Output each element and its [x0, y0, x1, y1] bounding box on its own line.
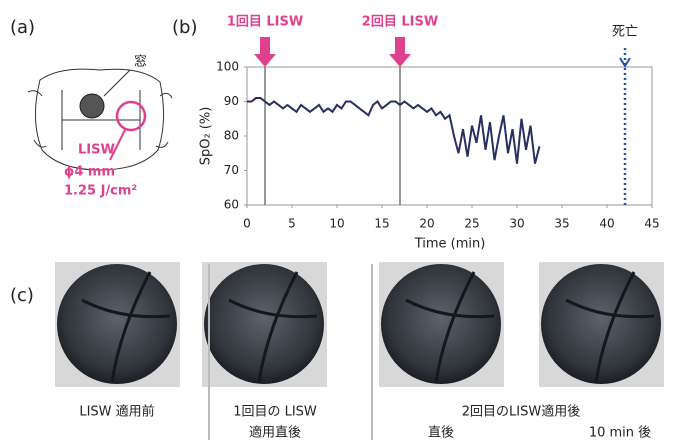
- event-label: 死亡: [612, 25, 638, 40]
- figure: (a) (b) (c) 窓 LISW ϕ4 mm 1.25 J/cm² Time…: [0, 0, 675, 442]
- x-tick-label: 15: [374, 217, 389, 231]
- x-tick-label: 45: [644, 217, 659, 231]
- window-label: 窓: [134, 54, 147, 70]
- photo-caption: 10 min 後: [589, 426, 651, 441]
- x-tick-label: 5: [288, 217, 296, 231]
- y-tick-label: 90: [224, 94, 239, 108]
- y-tick-label: 60: [224, 198, 239, 212]
- x-tick-label: 20: [419, 217, 434, 231]
- event-arrow: [254, 37, 276, 67]
- x-tick-label: 35: [554, 217, 569, 231]
- panel-label: (c): [10, 285, 34, 306]
- photo-caption: 直後: [428, 426, 454, 441]
- panel-label: (a): [10, 17, 35, 38]
- panel-label: (b): [172, 17, 197, 38]
- plot-frame: [247, 67, 652, 205]
- diameter-label: ϕ4 mm: [64, 165, 115, 180]
- photo-caption: 適用直後: [249, 425, 301, 441]
- x-tick-label: 0: [243, 217, 251, 231]
- y-axis-label: SpO₂ (%): [199, 107, 214, 166]
- y-tick-label: 100: [216, 60, 239, 74]
- photo-caption: 2回目のLISW適用後: [462, 404, 580, 420]
- photo-caption: LISW 適用前: [79, 404, 154, 420]
- event-label: 2回目 LISW: [362, 15, 438, 30]
- x-tick-label: 40: [599, 217, 614, 231]
- event-label: 1回目 LISW: [227, 15, 303, 30]
- x-axis-label: Time (min): [414, 237, 486, 252]
- lisw-label: LISW: [78, 143, 115, 158]
- x-tick-label: 10: [329, 217, 344, 231]
- y-tick-label: 80: [224, 129, 239, 143]
- x-tick-label: 25: [464, 217, 479, 231]
- data-line: [247, 98, 540, 164]
- event-arrow: [389, 37, 411, 67]
- y-tick-label: 70: [224, 163, 239, 177]
- photo-caption: 1回目の LISW: [233, 405, 317, 420]
- lisw-spot: [117, 102, 145, 130]
- energy-label: 1.25 J/cm²: [64, 184, 137, 199]
- x-tick-label: 30: [509, 217, 524, 231]
